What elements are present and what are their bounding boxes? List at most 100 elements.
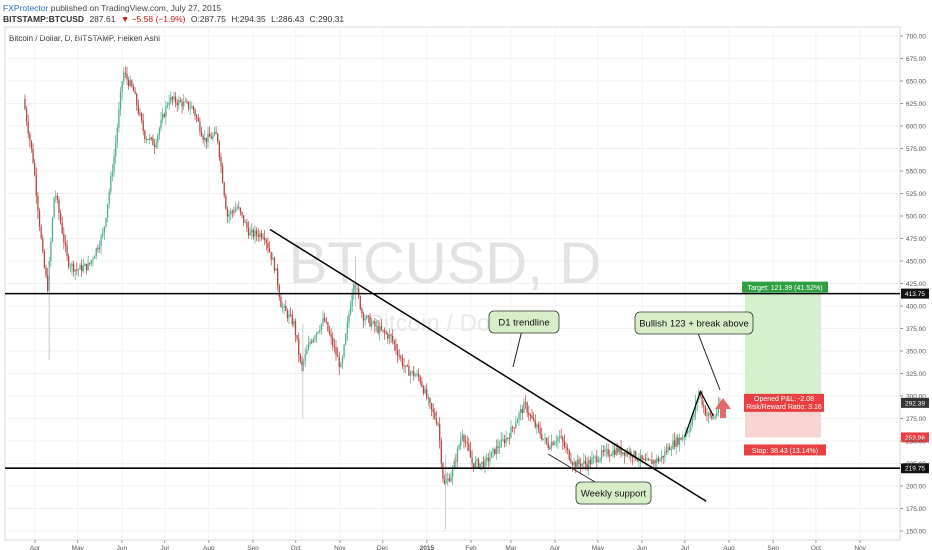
candle-body	[536, 424, 538, 427]
candle-body	[622, 452, 624, 455]
candle-body	[704, 406, 707, 416]
candle-body	[463, 435, 465, 442]
candle-body	[429, 397, 431, 404]
candle-body	[207, 133, 209, 142]
candle-body	[427, 397, 429, 399]
candle-body	[278, 285, 280, 297]
close-value: C:290.31	[309, 14, 345, 24]
candle-body	[196, 115, 198, 118]
d1-trendline-callout: D1 trendline	[488, 310, 560, 368]
y-tick-label: 500.00	[906, 214, 926, 221]
candle-body	[469, 449, 472, 458]
candle-body	[81, 265, 83, 272]
candle-body	[147, 139, 149, 141]
candle-body	[264, 237, 266, 241]
candle-body	[437, 423, 439, 425]
candle-body	[106, 204, 109, 218]
candle-body	[123, 72, 125, 82]
candle-body	[565, 446, 567, 448]
y-tick-label: 425.00	[906, 281, 926, 288]
candle-body	[570, 459, 572, 463]
y-tick-label: 600.00	[906, 124, 926, 131]
target-label-box	[742, 281, 828, 293]
candle-body	[513, 427, 515, 429]
candle-body	[620, 446, 622, 455]
candle-body	[25, 109, 28, 122]
candle-body	[100, 236, 102, 247]
candle-body	[328, 330, 331, 335]
candle-body	[673, 440, 676, 447]
x-tick-label: Jul	[160, 545, 169, 550]
candle-body	[567, 447, 569, 451]
candle-body	[690, 424, 692, 431]
candle-body	[254, 230, 256, 237]
candle-body	[691, 417, 694, 425]
stop-label-box	[744, 444, 826, 456]
candle-body	[259, 233, 261, 237]
candle-body	[89, 262, 91, 264]
candle-body	[500, 439, 502, 448]
candle-body	[364, 318, 366, 321]
candle-body	[265, 240, 267, 244]
candle-body	[76, 269, 78, 271]
candle-body	[625, 451, 627, 456]
stop-label: Stop: 38.43 (13.14%)	[752, 448, 818, 455]
candle-body	[294, 320, 297, 335]
candle-body	[268, 248, 271, 252]
candle-body	[168, 102, 170, 105]
candle-body	[643, 459, 645, 461]
candle-body	[189, 108, 191, 110]
candle-body	[549, 448, 551, 450]
candle-body	[252, 229, 255, 237]
candle-body	[283, 305, 285, 308]
candle-body	[140, 113, 143, 121]
candle-body	[262, 237, 264, 239]
upper-line-tag-box	[901, 288, 929, 299]
candle-body	[656, 458, 658, 463]
candle-body	[460, 438, 462, 446]
candle-body	[152, 137, 154, 146]
candle-body	[703, 404, 705, 407]
candle-body	[27, 121, 29, 134]
candle-body	[664, 451, 666, 458]
bullish-123-drawing	[684, 390, 714, 437]
candle-body	[445, 480, 447, 484]
candle-body	[482, 461, 485, 468]
candle-body	[518, 412, 520, 420]
stop-price-tag-box	[901, 432, 929, 443]
candle-body	[612, 450, 614, 456]
candle-body	[315, 332, 318, 337]
candle-body	[137, 105, 140, 114]
candle-body	[426, 389, 428, 399]
candle-body	[108, 191, 110, 205]
candle-body	[90, 260, 93, 264]
candle-body	[712, 417, 715, 419]
rr-label: Risk/Reward Ratio: 3.16	[746, 404, 822, 411]
candle-body	[95, 248, 97, 257]
candle-body	[474, 461, 476, 468]
candle-body	[707, 413, 710, 416]
candle-body	[505, 437, 507, 444]
publisher-link[interactable]: FXProtector	[3, 3, 49, 13]
candle-body	[306, 349, 308, 355]
candle-body	[601, 450, 603, 459]
candle-body	[486, 457, 488, 460]
candle-body	[330, 334, 332, 338]
candle-body	[554, 442, 556, 445]
candle-body	[332, 337, 334, 347]
candle-body	[477, 459, 480, 468]
candle-body	[701, 395, 703, 405]
candle-body	[583, 461, 585, 464]
candle-body	[29, 133, 31, 141]
y-tick-label: 225.00	[906, 461, 926, 468]
candle-body	[618, 446, 621, 453]
candle-body	[157, 134, 159, 143]
candle-body	[93, 256, 96, 259]
candle-body	[385, 332, 387, 334]
candle-body	[448, 478, 451, 482]
candle-body	[115, 142, 117, 157]
candle-body	[481, 461, 483, 464]
candle-body	[662, 455, 664, 458]
y-tick-label: 575.00	[906, 146, 926, 153]
